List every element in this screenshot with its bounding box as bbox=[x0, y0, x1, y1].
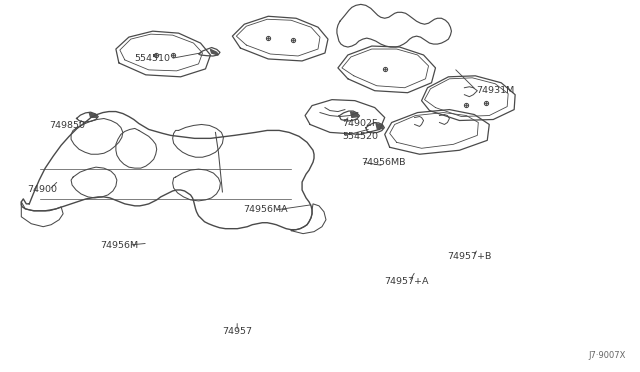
Text: 749850: 749850 bbox=[49, 121, 85, 129]
Text: 554510: 554510 bbox=[134, 54, 170, 63]
Text: 74956MB: 74956MB bbox=[362, 157, 406, 167]
Text: 74900: 74900 bbox=[27, 185, 57, 194]
Polygon shape bbox=[351, 112, 358, 117]
Text: 74957+B: 74957+B bbox=[447, 251, 492, 261]
Text: 74957+A: 74957+A bbox=[384, 278, 428, 286]
Polygon shape bbox=[211, 49, 218, 55]
Text: 74956MA: 74956MA bbox=[244, 205, 288, 215]
Text: 74957: 74957 bbox=[222, 327, 252, 336]
Text: J7·9007X: J7·9007X bbox=[589, 350, 626, 359]
Polygon shape bbox=[90, 113, 97, 117]
Text: 554520: 554520 bbox=[342, 132, 378, 141]
Text: 74902F: 74902F bbox=[342, 119, 378, 128]
Polygon shape bbox=[376, 124, 383, 129]
Text: 74931M: 74931M bbox=[476, 86, 515, 94]
Text: 74956M: 74956M bbox=[100, 241, 138, 250]
